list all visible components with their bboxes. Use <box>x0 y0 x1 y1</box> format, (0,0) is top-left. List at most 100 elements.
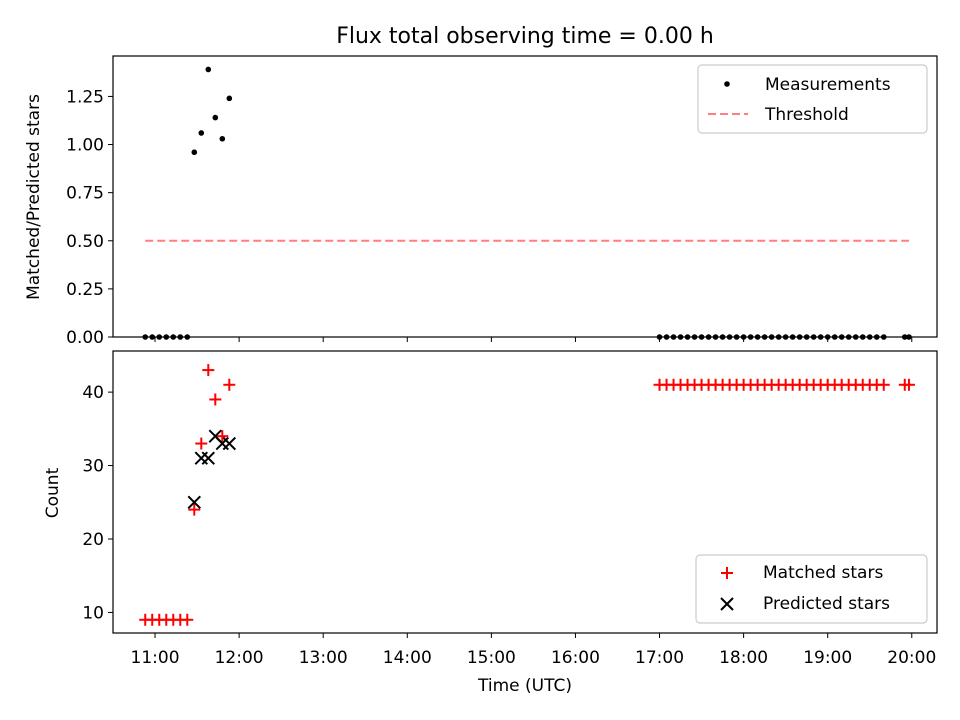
top-y-tick-label: 0.25 <box>66 280 104 300</box>
measurement-point <box>873 334 880 340</box>
measurement-point <box>691 334 698 340</box>
matched-star-point <box>202 364 215 377</box>
measurement-point <box>712 334 719 340</box>
bottom-y-axis-label: Count <box>43 467 63 518</box>
bottom-y-tick-label: 40 <box>82 383 104 403</box>
measurement-point <box>163 334 170 340</box>
bottom-y-tick-label: 20 <box>82 530 104 550</box>
matched-star-point <box>181 613 194 626</box>
bottom-legend-box <box>695 554 928 624</box>
top-y-tick-label: 0.50 <box>66 232 104 252</box>
x-tick-label: 18:00 <box>719 648 768 668</box>
measurement-point <box>663 334 670 340</box>
legend-threshold-label: Threshold <box>764 105 849 125</box>
measurement-point <box>824 334 831 340</box>
measurement-point <box>142 334 149 340</box>
measurement-point <box>719 334 726 340</box>
top-y-tick-label: 0.75 <box>66 184 104 204</box>
top-y-tick-label: 1.00 <box>66 136 104 156</box>
measurement-point <box>789 334 796 340</box>
top-y-axis-label: Matched/Predicted stars <box>24 94 44 300</box>
measurement-point <box>226 95 233 102</box>
x-tick-label: 20:00 <box>887 648 936 668</box>
measurement-point <box>184 334 191 340</box>
matched-star-point <box>216 430 229 443</box>
measurement-point <box>810 334 817 340</box>
measurement-point <box>838 334 845 340</box>
measurement-point <box>845 334 852 340</box>
measurement-point <box>754 334 761 340</box>
measurement-point <box>705 334 712 340</box>
measurement-point <box>733 334 740 340</box>
top-axes: 0.00 0.25 0.50 0.75 1.00 1.25 <box>66 55 938 348</box>
x-tick-label: 16:00 <box>551 648 600 668</box>
measurement-point <box>205 66 212 73</box>
x-tick-label: 17:00 <box>635 648 684 668</box>
legend-measurements-marker <box>724 81 730 87</box>
bottom-legend: Matched stars Predicted stars <box>695 554 928 624</box>
measurement-point <box>803 334 810 340</box>
measurement-point <box>761 334 768 340</box>
top-y-tick-label: 0.00 <box>66 328 104 348</box>
measurement-point <box>656 334 663 340</box>
measurement-point <box>149 334 156 340</box>
legend-predicted-label: Predicted stars <box>763 594 890 614</box>
measurement-point <box>906 334 912 340</box>
predicted-star-point <box>222 436 237 451</box>
measurement-point <box>796 334 803 340</box>
measurement-point <box>740 334 747 340</box>
measurement-point <box>747 334 754 340</box>
measurement-point <box>852 334 859 340</box>
predicted-star-point <box>201 451 215 465</box>
matched-star-point <box>195 437 208 450</box>
measurement-point <box>817 334 824 340</box>
measurement-point <box>191 149 198 156</box>
legend-matched-label: Matched stars <box>763 563 883 583</box>
measurement-point <box>698 334 705 340</box>
legend-matched-marker <box>721 567 733 579</box>
measurement-point <box>198 130 205 136</box>
measurement-point <box>901 334 908 340</box>
chart-title: Flux total observing time = 0.00 h <box>336 24 714 49</box>
measurement-point <box>782 334 789 340</box>
top-y-tick-label: 1.25 <box>66 87 104 107</box>
bottom-y-tick-label: 10 <box>82 603 104 623</box>
measurement-point <box>866 334 873 340</box>
top-legend-box <box>697 64 928 134</box>
measurement-point <box>684 334 691 340</box>
x-tick-label: 15:00 <box>467 648 516 668</box>
predicted-star-point <box>187 495 201 509</box>
measurement-point <box>670 334 677 340</box>
measurement-point <box>677 334 684 340</box>
bottom-axes: 10 20 30 40 11:00 12:00 13:00 14:00 15:00 16:00 17… <box>82 350 938 668</box>
x-tick-label: 13:00 <box>299 648 348 668</box>
matched-star-point <box>877 378 890 391</box>
measurement-point <box>859 334 866 340</box>
x-tick-label: 14:00 <box>383 648 432 668</box>
measurement-point <box>170 334 177 340</box>
top-legend: Measurements Threshold <box>697 64 928 134</box>
matched-star-point <box>902 378 915 391</box>
measurement-point <box>177 334 184 340</box>
bottom-x-axis-label: Time (UTC) <box>477 676 572 696</box>
measurement-point <box>880 334 887 340</box>
matched-star-point <box>188 503 201 516</box>
measurement-point <box>726 334 733 340</box>
measurement-point <box>156 334 163 340</box>
measurement-point <box>768 334 775 340</box>
measurement-point <box>831 334 838 340</box>
matched-star-point <box>223 378 236 391</box>
x-tick-label: 11:00 <box>131 648 180 668</box>
top-axes-frame <box>112 55 938 338</box>
legend-predicted-marker <box>720 597 734 611</box>
measurement-point <box>212 114 219 121</box>
measurement-point <box>219 135 226 142</box>
x-tick-label: 12:00 <box>215 648 264 668</box>
measurement-point <box>775 334 782 340</box>
matched-star-point <box>209 393 222 406</box>
x-tick-label: 19:00 <box>803 648 852 668</box>
bottom-axes-frame <box>112 350 938 634</box>
bottom-y-tick-label: 30 <box>82 457 104 477</box>
legend-measurements-label: Measurements <box>765 75 891 95</box>
